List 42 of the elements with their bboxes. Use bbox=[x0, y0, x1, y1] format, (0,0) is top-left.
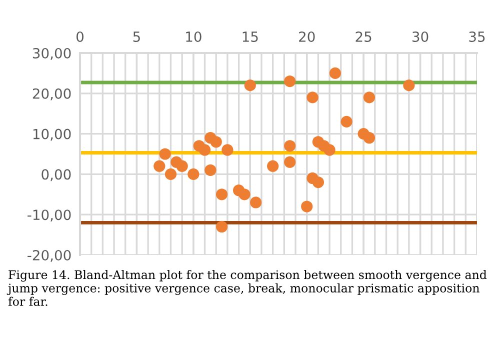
point bbox=[210, 136, 222, 148]
point bbox=[250, 196, 262, 208]
point bbox=[306, 92, 318, 104]
point bbox=[324, 144, 336, 156]
x-tick-label: 0 bbox=[76, 31, 84, 42]
y-tick-label: 10,00 bbox=[33, 128, 71, 141]
x-tick-label: 15 bbox=[242, 32, 258, 42]
caption: Figure 14. Bland-Altman plot for the comparison between smooth vergence and jump vergence: positive vergence case, break, monocular prismatic apposition for far. bbox=[6, 270, 487, 306]
point bbox=[284, 75, 296, 88]
x-tick-label: 10 bbox=[186, 31, 202, 42]
point bbox=[340, 116, 352, 128]
point bbox=[284, 156, 296, 168]
point bbox=[301, 200, 313, 212]
point bbox=[363, 132, 376, 144]
point bbox=[244, 80, 256, 92]
point bbox=[198, 144, 211, 156]
x-tick-label: 20 bbox=[299, 31, 315, 42]
point bbox=[238, 188, 250, 200]
point bbox=[154, 160, 166, 172]
point bbox=[216, 220, 228, 233]
y-tick-label: -10,00 bbox=[28, 210, 71, 222]
point bbox=[329, 67, 342, 80]
point bbox=[204, 164, 216, 176]
x-tick-label: 35 bbox=[469, 31, 485, 42]
x-tick-label: 30 bbox=[412, 31, 428, 42]
x-tick-label: 25 bbox=[356, 31, 372, 42]
point bbox=[222, 144, 234, 156]
point bbox=[159, 148, 171, 160]
y-tick-label: 0,00 bbox=[42, 169, 71, 182]
x-tick-label: 5 bbox=[133, 32, 140, 42]
point bbox=[216, 188, 228, 200]
y-tick-label: 20,00 bbox=[32, 88, 71, 100]
y-tick-label: 30,00 bbox=[32, 48, 71, 60]
point bbox=[188, 168, 200, 180]
point bbox=[312, 176, 324, 188]
y-tick-label: -20,00 bbox=[28, 250, 71, 262]
point bbox=[284, 140, 296, 152]
point bbox=[403, 80, 415, 92]
point bbox=[363, 92, 376, 104]
point bbox=[164, 168, 177, 180]
point bbox=[176, 160, 188, 172]
point bbox=[267, 160, 279, 172]
